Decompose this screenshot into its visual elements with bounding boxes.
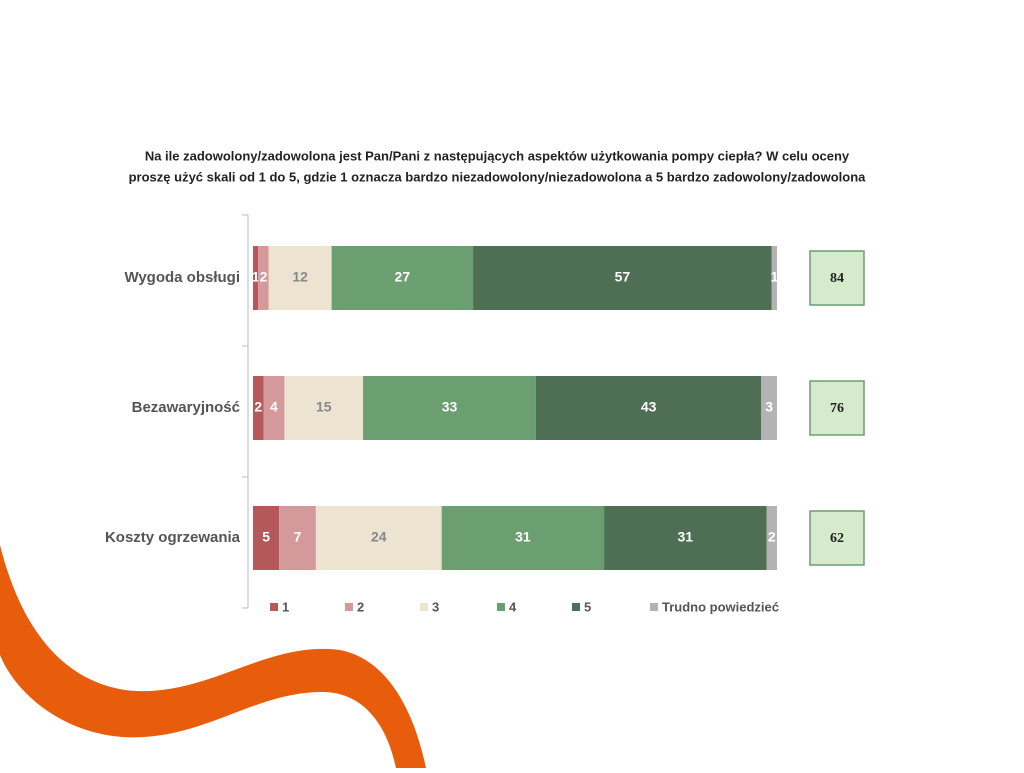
value-label: 7 (294, 529, 302, 545)
bar-segment (331, 246, 474, 310)
total-box (809, 510, 865, 566)
legend-swatch (650, 603, 658, 611)
bar-segment (253, 246, 259, 310)
legend-label: 3 (432, 599, 439, 614)
chart-title: Na ile zadowolony/zadowolona jest Pan/Pa… (145, 148, 850, 163)
total-box (809, 380, 865, 436)
value-label: 31 (515, 529, 531, 545)
value-label: 2 (768, 529, 776, 545)
value-label: 4 (270, 399, 278, 415)
legend-label: 5 (584, 599, 591, 614)
bar-segment (268, 246, 332, 310)
value-label: 5 (262, 529, 270, 545)
value-label: 31 (678, 529, 694, 545)
bar-segment (258, 246, 269, 310)
decor-swoosh (0, 545, 426, 768)
category-label: Koszty ogrzewania (105, 529, 241, 546)
total-box (809, 250, 865, 306)
bar-segment (315, 506, 442, 570)
bar-segment (604, 506, 767, 570)
bar-segment (253, 506, 280, 570)
legend-swatch (572, 603, 580, 611)
bar-segment (761, 376, 777, 440)
bar-segment (441, 506, 605, 570)
total-label: 76 (830, 401, 844, 416)
legend-swatch (497, 603, 505, 611)
total-label: 84 (830, 271, 844, 286)
bar-segment (363, 376, 536, 440)
legend-label: 1 (282, 599, 289, 614)
bar-segment (279, 506, 316, 570)
total-label: 62 (830, 531, 844, 546)
legend-swatch (345, 603, 353, 611)
legend-label: Trudno powiedzieć (662, 599, 779, 614)
bar-segment (766, 506, 777, 570)
value-label: 1 (770, 269, 778, 285)
value-label: 2 (260, 269, 268, 285)
value-label: 2 (254, 399, 262, 415)
legend-swatch (270, 603, 278, 611)
category-label: Wygoda obsługi (124, 269, 240, 286)
bar-segment (473, 246, 772, 310)
bar-segment (263, 376, 285, 440)
value-label: 43 (641, 399, 657, 415)
chart-title: proszę użyć skali od 1 do 5, gdzie 1 ozn… (129, 169, 867, 184)
value-label: 12 (292, 269, 308, 285)
legend-label: 4 (509, 599, 517, 614)
value-label: 15 (316, 399, 332, 415)
value-label: 57 (615, 269, 631, 285)
value-label: 3 (765, 399, 773, 415)
value-label: 1 (252, 269, 260, 285)
bar-segment (771, 246, 777, 310)
bar-segment (284, 376, 364, 440)
bar-segment (253, 376, 264, 440)
value-label: 33 (442, 399, 458, 415)
value-label: 27 (395, 269, 411, 285)
value-label: 24 (371, 529, 387, 545)
legend-swatch (420, 603, 428, 611)
legend-label: 2 (357, 599, 364, 614)
bar-segment (535, 376, 762, 440)
category-label: Bezawaryjność (132, 399, 240, 416)
